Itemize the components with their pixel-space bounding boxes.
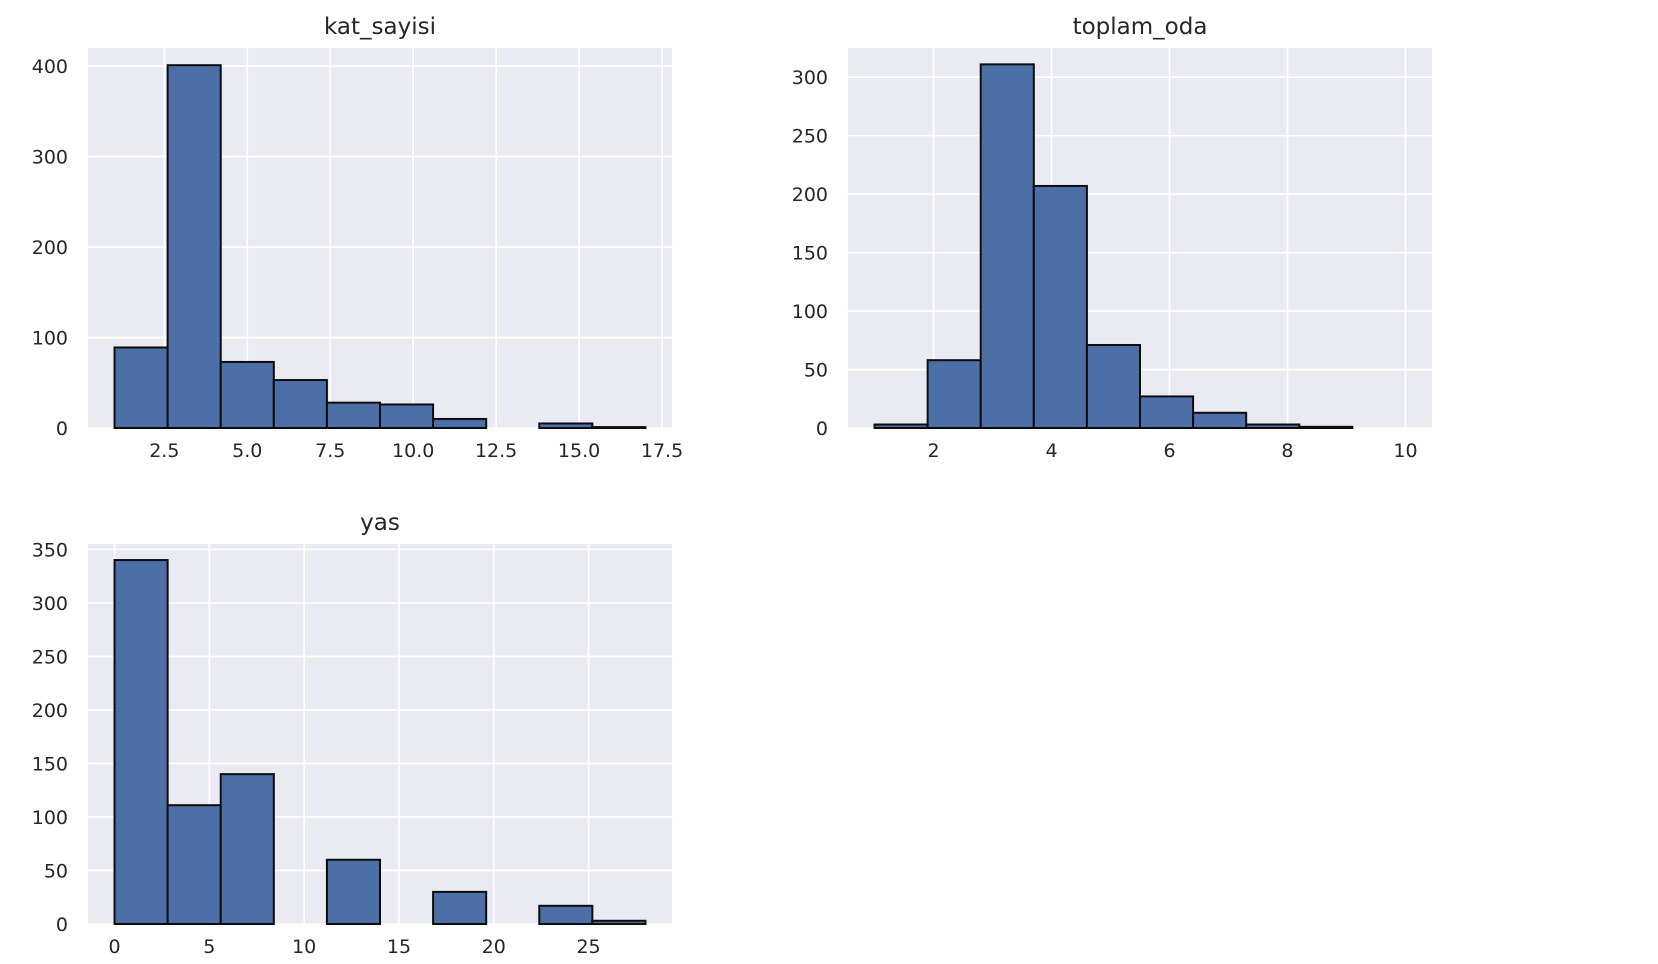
histogram-bar — [272, 379, 328, 429]
x-tick-label: 15 — [387, 936, 411, 958]
y-tick-label: 0 — [56, 418, 68, 440]
histogram-bar — [219, 360, 275, 430]
x-tick-label: 10 — [292, 936, 316, 958]
y-tick-label: 350 — [32, 539, 68, 561]
y-tick-label: 400 — [32, 56, 68, 78]
y-tick-label: 250 — [792, 126, 828, 148]
y-tick-label: 200 — [32, 700, 68, 722]
x-tick-label: 10 — [1393, 440, 1417, 462]
x-tick-label: 12.5 — [475, 440, 517, 462]
y-tick-label: 0 — [56, 914, 68, 936]
histogram-bar — [591, 919, 647, 926]
histogram-bar — [379, 403, 435, 430]
chart-title: toplam_oda — [1073, 14, 1208, 40]
histogram-bar — [166, 64, 222, 429]
x-tick-label: 4 — [1045, 440, 1057, 462]
x-tick-label: 0 — [108, 936, 120, 958]
x-tick-label: 5 — [203, 936, 215, 958]
x-tick-label: 5.0 — [232, 440, 262, 462]
histogram-bar — [219, 773, 275, 926]
histogram-bar — [1192, 411, 1248, 429]
histogram-bar — [432, 417, 488, 430]
subplot-kat_sayisi: kat_sayisi 2.5 5.0 7.5 10.0 12.5 15.0 17.5 0 100 2… — [32, 14, 683, 462]
x-tick-label: 20 — [482, 936, 506, 958]
histogram-bar — [113, 559, 169, 925]
histogram-bar — [166, 804, 222, 926]
histogram-bar — [1085, 343, 1141, 429]
x-tick-label: 10.0 — [392, 440, 434, 462]
y-tick-label: 100 — [32, 328, 68, 350]
y-tick-label: 150 — [32, 753, 68, 775]
histogram-bar — [1032, 184, 1088, 429]
histogram-bar — [979, 63, 1035, 429]
histogram-bar — [432, 890, 488, 926]
y-tick-label: 300 — [792, 67, 828, 89]
histogram-bar — [1139, 395, 1195, 429]
x-tick-label: 15.0 — [558, 440, 600, 462]
histogram-bar — [591, 426, 647, 430]
y-tick-label: 300 — [32, 147, 68, 169]
histogram-bar — [325, 401, 381, 429]
y-tick-label: 0 — [816, 418, 828, 440]
y-tick-label: 50 — [44, 860, 68, 882]
histogram-bar — [325, 858, 381, 926]
histogram-bar — [873, 423, 929, 430]
histogram-bar — [1245, 423, 1301, 430]
chart-title: yas — [360, 510, 400, 536]
x-tick-label: 17.5 — [641, 440, 683, 462]
histogram-bar — [926, 359, 982, 429]
y-tick-label: 250 — [32, 646, 68, 668]
y-tick-label: 200 — [792, 184, 828, 206]
chart-title: kat_sayisi — [324, 14, 436, 40]
x-tick-label: 6 — [1163, 440, 1175, 462]
histogram-bar — [538, 422, 594, 430]
x-tick-label: 7.5 — [315, 440, 345, 462]
x-tick-label: 2.5 — [149, 440, 179, 462]
x-tick-label: 8 — [1281, 440, 1293, 462]
x-tick-label: 2 — [927, 440, 939, 462]
histogram-bar — [113, 346, 169, 430]
histogram-bar — [538, 904, 594, 925]
y-tick-label: 50 — [804, 360, 828, 382]
y-tick-label: 100 — [32, 807, 68, 829]
y-tick-label: 300 — [32, 593, 68, 615]
y-tick-label: 200 — [32, 237, 68, 259]
histogram-bar — [1298, 425, 1354, 430]
y-tick-label: 150 — [792, 243, 828, 265]
x-tick-label: 25 — [576, 936, 600, 958]
y-tick-label: 100 — [792, 301, 828, 323]
